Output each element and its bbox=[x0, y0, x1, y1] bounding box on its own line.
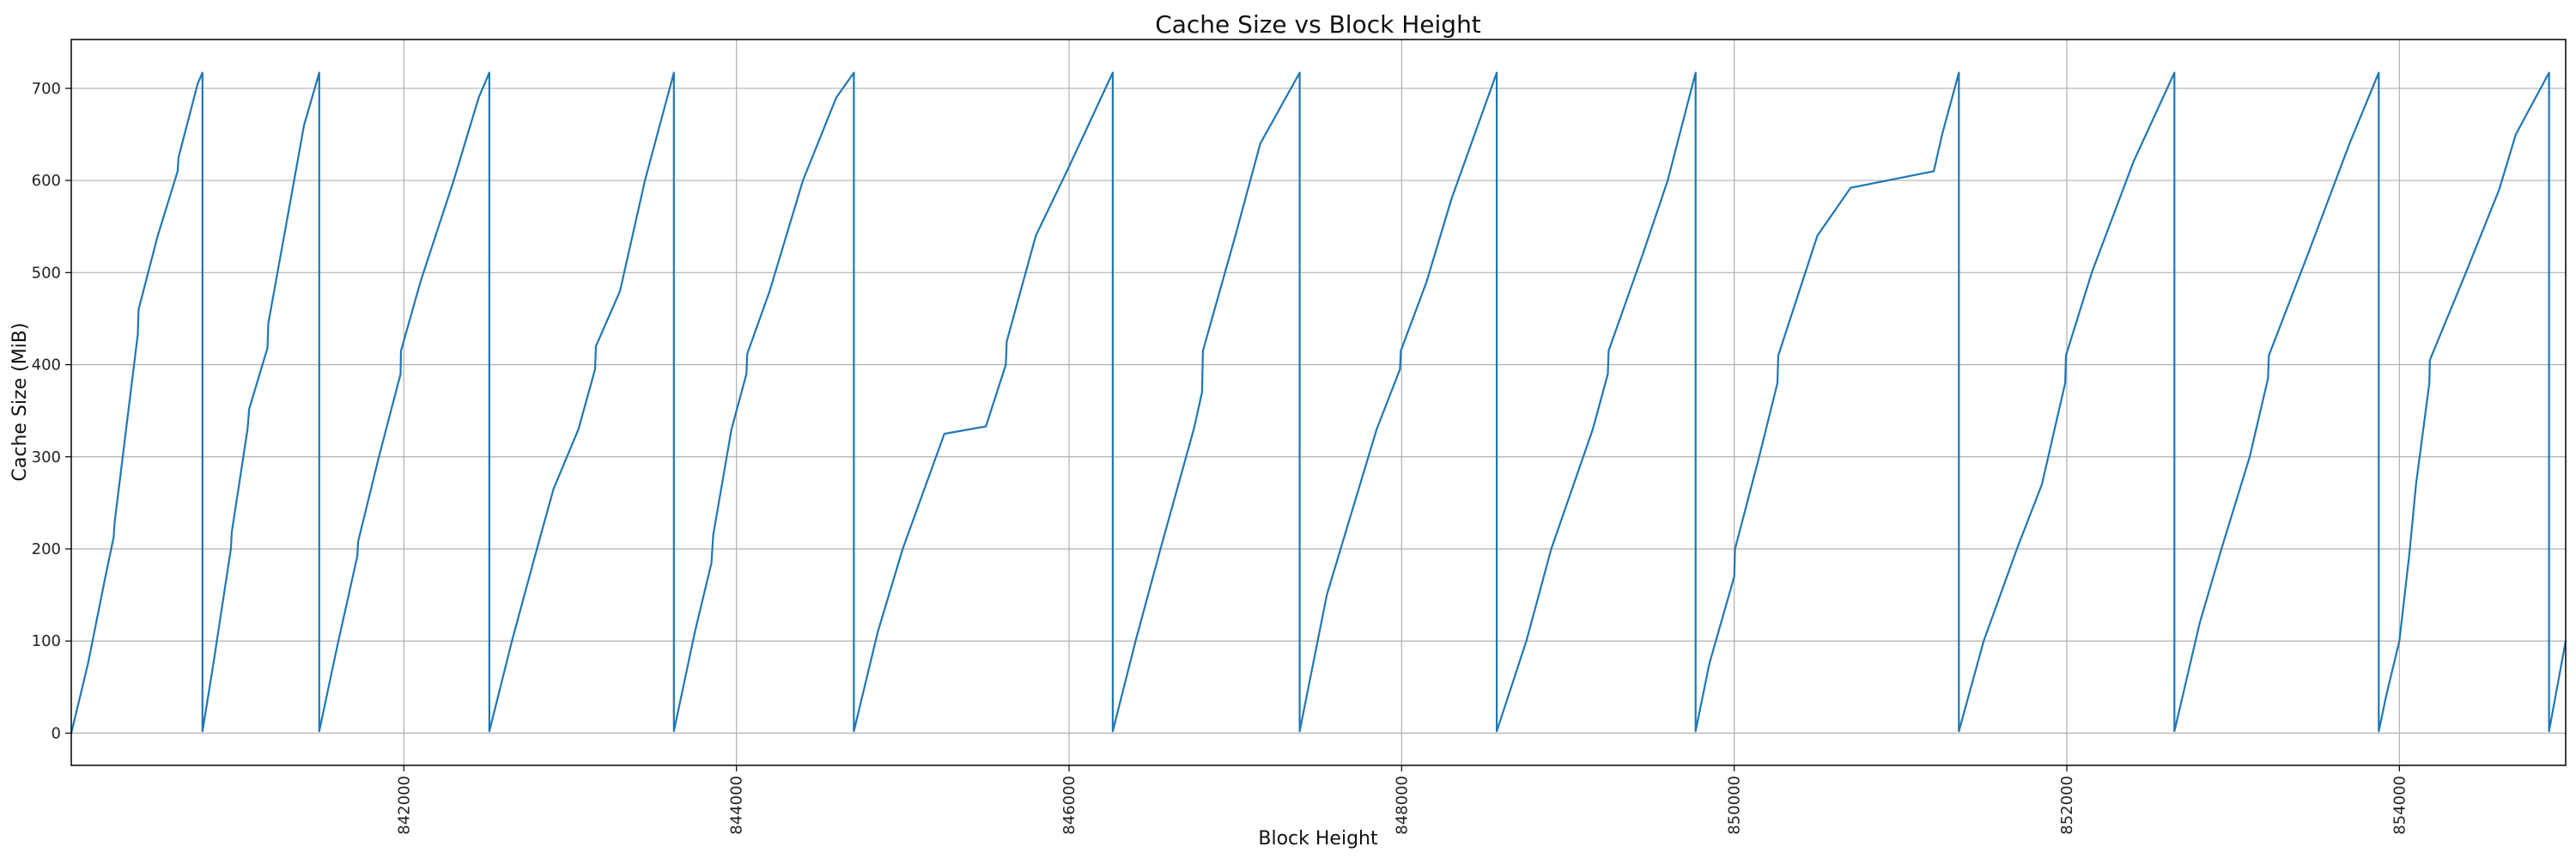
x-tick-label: 848000 bbox=[1393, 776, 1411, 835]
y-tick-label: 300 bbox=[32, 448, 61, 466]
x-tick-label: 852000 bbox=[2058, 776, 2076, 835]
x-tick-label: 842000 bbox=[395, 776, 413, 835]
x-axis-label: Block Height bbox=[1258, 828, 1378, 850]
y-tick-label: 400 bbox=[32, 356, 61, 375]
x-tick-label: 850000 bbox=[1726, 776, 1744, 835]
y-axis-label: Cache Size (MiB) bbox=[9, 323, 31, 482]
y-tick-label: 700 bbox=[32, 80, 61, 98]
y-tick-label: 100 bbox=[32, 632, 61, 650]
x-tick-label: 846000 bbox=[1060, 776, 1078, 835]
y-tick-label: 200 bbox=[32, 540, 61, 558]
grid bbox=[71, 40, 2566, 765]
y-tick-label: 500 bbox=[32, 264, 61, 282]
y-tick-label: 600 bbox=[32, 172, 61, 190]
y-tick-label: 0 bbox=[52, 724, 61, 742]
x-tick-label: 854000 bbox=[2391, 776, 2409, 835]
x-tick-label: 844000 bbox=[728, 776, 746, 835]
y-axis: 0 100 200 300 400 500 600 700 bbox=[32, 80, 71, 742]
plot-frame bbox=[70, 39, 2567, 766]
chart-title: Cache Size vs Block Height bbox=[1155, 10, 1481, 39]
x-axis: 842000 844000 846000 848000 850000 852000 8540… bbox=[395, 765, 2409, 835]
series-line bbox=[70, 71, 2567, 734]
